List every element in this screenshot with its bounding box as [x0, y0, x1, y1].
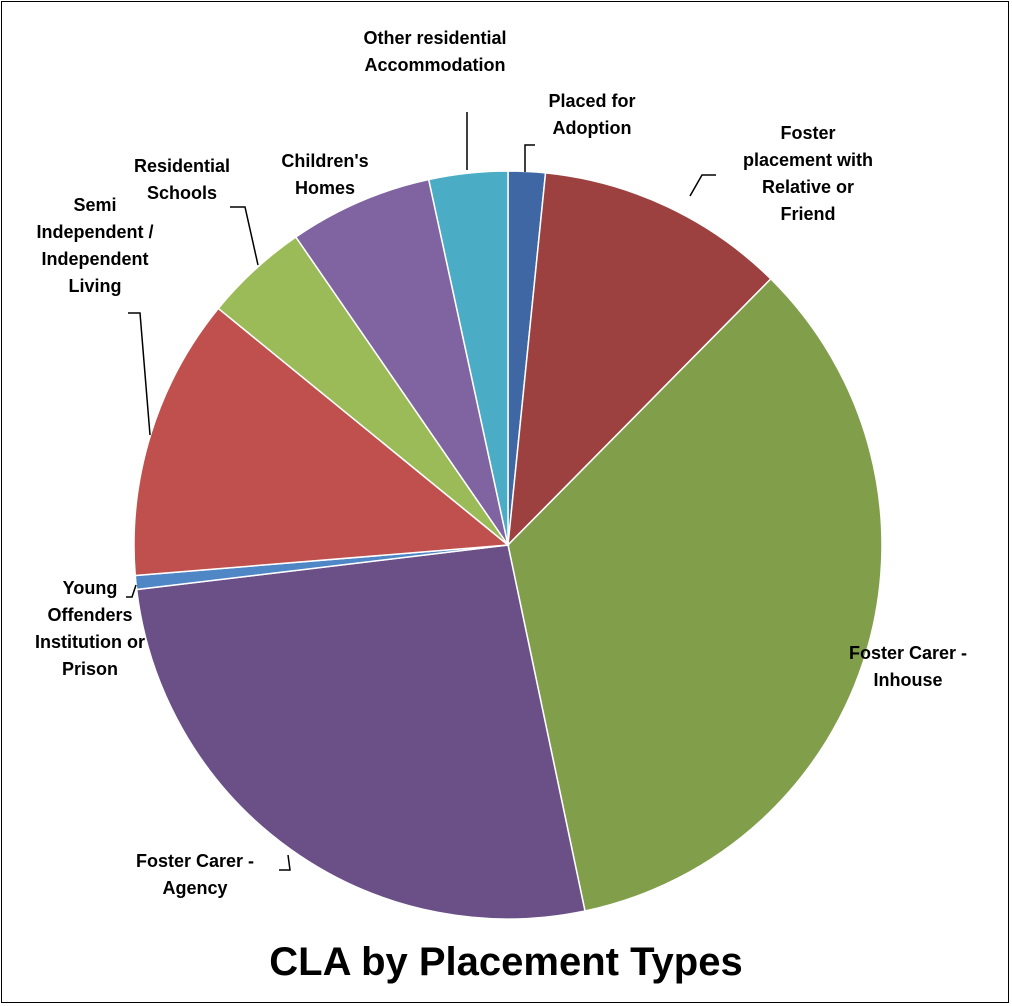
pie-slice	[427, 170, 509, 546]
slice-label: Foster placement with Relative or Friend	[742, 123, 874, 224]
slice-label: Foster Carer - Inhouse	[848, 643, 968, 690]
leader-line	[279, 854, 291, 871]
slice-label: Children's Homes	[281, 151, 369, 198]
leader-line	[128, 312, 151, 436]
chart-title: CLA by Placement Types	[269, 940, 743, 984]
slice-label: Placed for Adoption	[548, 91, 636, 138]
pie-slice	[507, 172, 772, 548]
leader-line	[689, 174, 716, 197]
slice-label: Semi Independent / Independent Living	[36, 195, 154, 296]
pie-slice	[135, 544, 586, 920]
slice-label: Young Offenders Institution or Prison	[35, 578, 145, 679]
leader-line	[524, 144, 535, 172]
slice-label: Other residential Accommodation	[363, 28, 507, 75]
leader-line	[230, 206, 259, 266]
pie	[133, 170, 883, 920]
pie-slice	[294, 178, 509, 546]
leader-lines	[126, 112, 716, 871]
pie-slice	[507, 277, 883, 912]
slice-label: Foster Carer - Agency	[135, 851, 255, 898]
slice-label: Residential Schools	[133, 156, 231, 203]
pie-slice	[133, 307, 510, 577]
leader-line	[126, 584, 137, 598]
